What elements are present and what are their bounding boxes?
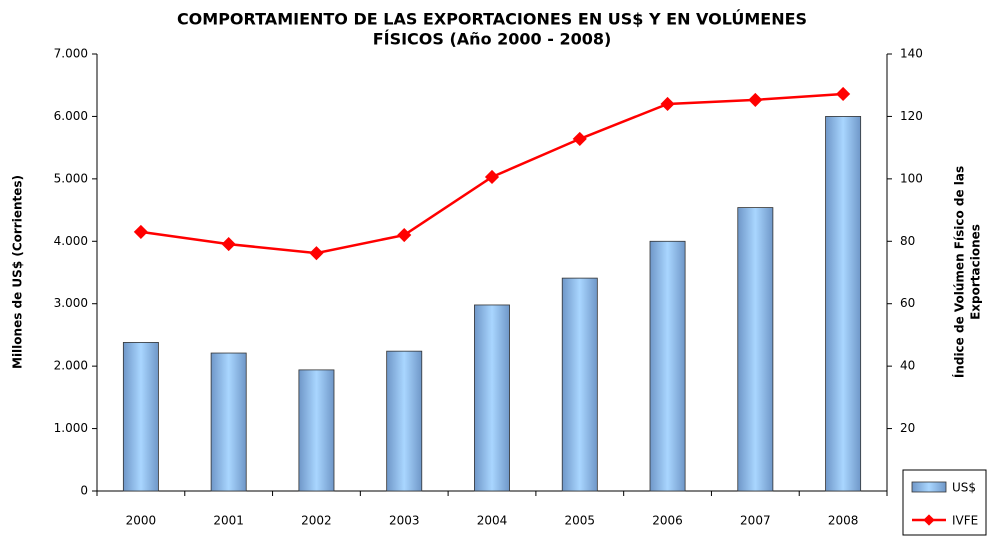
bar	[825, 116, 862, 492]
x-tick-label: 2003	[389, 514, 420, 528]
bar	[386, 350, 423, 492]
legend-marker	[923, 514, 935, 526]
bar	[561, 277, 598, 492]
y2-tick-label: 120	[900, 109, 923, 123]
y-tick-label: 6.000	[54, 109, 88, 123]
y2-axis-label: Exportaciones	[969, 224, 983, 320]
y-tick-label: 1.000	[54, 421, 88, 435]
y-tick-label: 4.000	[54, 234, 88, 248]
chart-title: COMPORTAMIENTO DE LAS EXPORTACIONES EN U…	[177, 10, 807, 29]
line-marker	[397, 227, 412, 243]
y2-tick-label: 60	[900, 296, 915, 310]
bar	[122, 342, 159, 492]
y-tick-label: 0	[80, 484, 88, 498]
y2-tick-label: 140	[900, 47, 923, 61]
bar	[210, 352, 247, 492]
line-marker	[572, 131, 587, 146]
y2-tick-label: 80	[900, 234, 915, 248]
bar	[474, 304, 510, 492]
bar	[298, 369, 335, 492]
x-tick-label: 2006	[652, 514, 683, 528]
x-tick-label: 2005	[565, 514, 596, 528]
bar	[737, 207, 774, 492]
y-tick-label: 2.000	[54, 359, 88, 373]
line-marker	[660, 96, 675, 112]
x-tick-label: 2000	[126, 514, 157, 528]
y2-tick-label: 20	[900, 421, 915, 435]
y-tick-label: 3.000	[54, 296, 88, 310]
legend-label: IVFE	[952, 514, 978, 528]
y2-tick-label: 40	[900, 359, 915, 373]
x-tick-label: 2002	[301, 514, 332, 528]
line-marker	[836, 86, 851, 102]
x-tick-label: 2001	[213, 514, 244, 528]
y-axis-label: Millones de US$ (Corrientes)	[11, 175, 25, 369]
line-marker	[221, 237, 236, 252]
bar	[649, 240, 686, 492]
legend-box	[902, 469, 987, 536]
y2-axis-label: Índice de Volúmen Físico de las	[952, 166, 967, 378]
y-tick-label: 7.000	[54, 47, 88, 61]
legend-label: US$	[952, 481, 976, 495]
line-marker	[309, 246, 324, 261]
chart-title: FÍSICOS (Año 2000 - 2008)	[373, 30, 612, 49]
line-marker	[748, 92, 763, 107]
legend-swatch	[911, 481, 947, 493]
line-marker	[133, 224, 148, 239]
line-marker	[484, 169, 500, 185]
x-tick-label: 2004	[477, 514, 508, 528]
x-tick-label: 2008	[828, 514, 859, 528]
x-tick-label: 2007	[740, 514, 771, 528]
y-tick-label: 5.000	[54, 171, 88, 185]
y2-tick-label: 100	[900, 171, 923, 185]
